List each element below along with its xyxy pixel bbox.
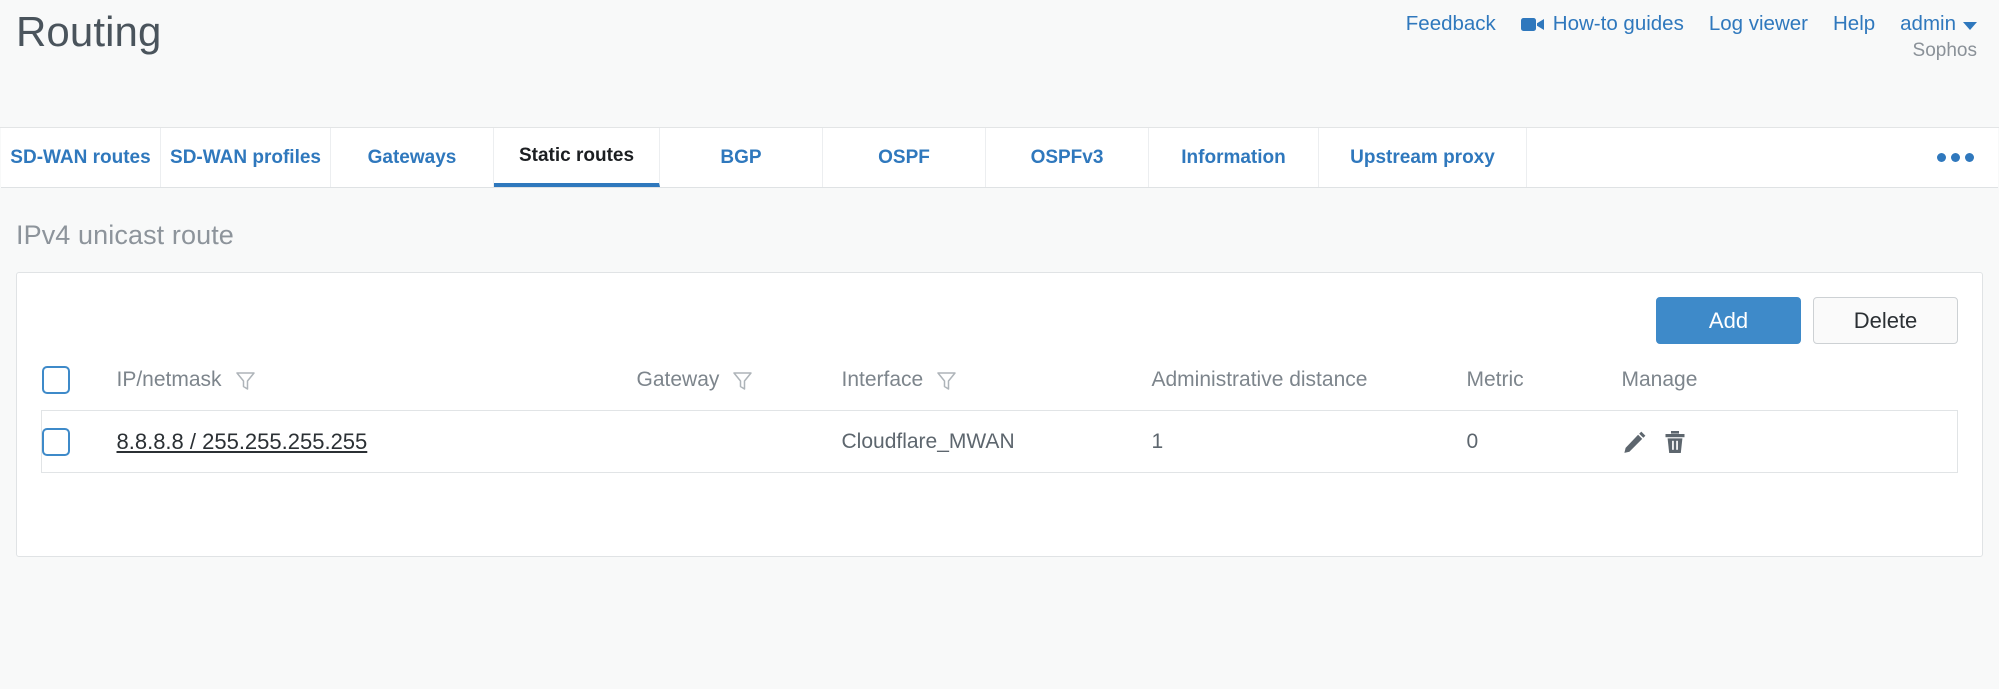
delete-button[interactable]: Delete [1813,297,1958,344]
routes-table-body: 8.8.8.8 / 255.255.255.255 Cloudflare_MWA… [41,410,1958,473]
table-row[interactable]: 8.8.8.8 / 255.255.255.255 Cloudflare_MWA… [41,410,1958,473]
column-metric: Metric [1466,368,1524,391]
tab-more-button[interactable] [1913,128,1998,187]
row-ip-netmask-cell: 8.8.8.8 / 255.255.255.255 [116,410,637,473]
routes-table-head: IP/netmask Gateway [41,356,1958,411]
feedback-link[interactable]: Feedback [1406,12,1496,36]
card-actions: Add Delete [41,273,1958,344]
column-interface-label: Interface [841,368,924,391]
tab-label: OSPF [878,146,930,168]
filter-funnel-icon[interactable] [731,369,754,392]
column-gateway: Gateway [637,356,842,411]
tab-label: Information [1181,146,1286,168]
tab-upstream-proxy[interactable]: Upstream proxy [1319,128,1527,187]
tab-label: Upstream proxy [1350,146,1495,168]
ipv4-unicast-route-card: Add Delete IP/netmask G [16,272,1983,557]
tab-information[interactable]: Information [1149,128,1319,187]
pencil-edit-icon[interactable] [1622,429,1648,455]
page-title: Routing [16,8,162,55]
tab-ospfv3[interactable]: OSPFv3 [986,128,1149,187]
tab-static-routes[interactable]: Static routes [494,128,660,187]
column-ip-netmask: IP/netmask [117,356,637,411]
tab-bgp[interactable]: BGP [660,128,823,187]
feedback-label: Feedback [1405,12,1496,35]
filter-funnel-icon[interactable] [935,369,958,392]
ellipsis-more-icon [1937,153,1946,162]
user-menu[interactable]: admin [1900,12,1977,36]
tab-gateways[interactable]: Gateways [331,128,494,187]
column-admin-distance: Administrative distance [1151,368,1368,391]
section-title: IPv4 unicast route [16,220,234,250]
help-link[interactable]: Help [1833,12,1875,36]
log-viewer-label: Log viewer [1708,12,1808,35]
add-button[interactable]: Add [1656,297,1801,344]
routes-table: IP/netmask Gateway [41,356,1958,473]
row-interface-cell: Cloudflare_MWAN [841,410,1152,473]
tab-label: OSPFv3 [1030,146,1104,168]
tab-label: SD-WAN profiles [170,146,321,168]
tab-sd-wan-profiles[interactable]: SD-WAN profiles [161,128,331,187]
tab-label: SD-WAN routes [10,146,151,168]
tab-label: BGP [720,146,762,168]
tab-sd-wan-routes[interactable]: SD-WAN routes [1,128,161,187]
tab-label: Gateways [367,146,457,168]
help-label: Help [1832,12,1876,35]
table-header-row: IP/netmask Gateway [41,356,1958,411]
row-gateway-cell [636,410,842,473]
row-admin-distance-cell: 1 [1151,410,1467,473]
ellipsis-more-icon [1965,153,1974,162]
user-name-label: admin [1900,12,1956,35]
row-manage-cell [1621,410,1958,473]
header-nav: Feedback How-to guides Log viewer Help a… [1406,12,1977,36]
tab-label: Static routes [518,144,635,166]
how-to-guides-label: How-to guides [1552,12,1684,35]
page-header: Routing Feedback How-to guides Log viewe… [0,0,1999,128]
filter-funnel-icon[interactable] [234,369,257,392]
how-to-guides-link[interactable]: How-to guides [1520,12,1684,36]
column-manage: Manage [1621,368,1698,391]
caret-down-icon [1963,21,1977,30]
row-select-cell [41,410,117,473]
ip-netmask-link[interactable]: 8.8.8.8 / 255.255.255.255 [116,428,368,454]
select-all-header [41,356,117,411]
ellipsis-more-icon [1951,153,1960,162]
tenant-name: Sophos [1912,40,1977,61]
tab-bar: SD-WAN routes SD-WAN profiles Gateways Stat… [1,128,1998,188]
tab-ospf[interactable]: OSPF [823,128,986,187]
row-select-checkbox[interactable] [42,427,70,456]
log-viewer-link[interactable]: Log viewer [1709,12,1808,36]
column-interface: Interface [842,356,1152,411]
select-all-checkbox[interactable] [41,366,70,394]
video-camera-icon [1520,16,1545,33]
column-gateway-label: Gateway [636,368,720,391]
tab-bar-spacer [1527,128,1913,187]
trash-delete-icon[interactable] [1662,429,1688,455]
row-metric-cell: 0 [1466,410,1622,473]
column-ip-netmask-label: IP/netmask [116,368,222,391]
